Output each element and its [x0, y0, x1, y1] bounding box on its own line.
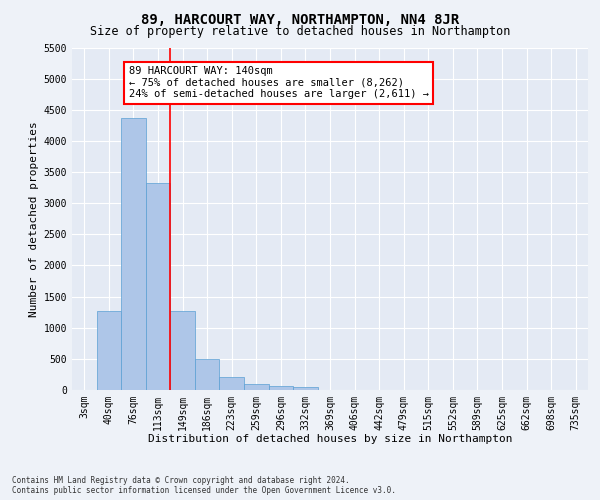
Text: 89 HARCOURT WAY: 140sqm
← 75% of detached houses are smaller (8,262)
24% of semi: 89 HARCOURT WAY: 140sqm ← 75% of detache… [128, 66, 428, 100]
Text: 89, HARCOURT WAY, NORTHAMPTON, NN4 8JR: 89, HARCOURT WAY, NORTHAMPTON, NN4 8JR [141, 12, 459, 26]
Bar [146, 184, 170, 390]
Y-axis label: Number of detached properties: Number of detached properties [29, 121, 40, 316]
Bar [195, 360, 220, 390]
X-axis label: Distribution of detached houses by size in Northampton: Distribution of detached houses by size … [148, 434, 512, 444]
Bar [269, 386, 293, 390]
Text: Size of property relative to detached houses in Northampton: Size of property relative to detached ho… [90, 25, 510, 38]
Bar [170, 311, 195, 390]
Bar [220, 376, 244, 390]
Bar [244, 384, 269, 390]
Text: Contains HM Land Registry data © Crown copyright and database right 2024.
Contai: Contains HM Land Registry data © Crown c… [12, 476, 396, 495]
Bar [97, 311, 121, 390]
Bar [121, 118, 146, 390]
Bar [293, 386, 318, 390]
